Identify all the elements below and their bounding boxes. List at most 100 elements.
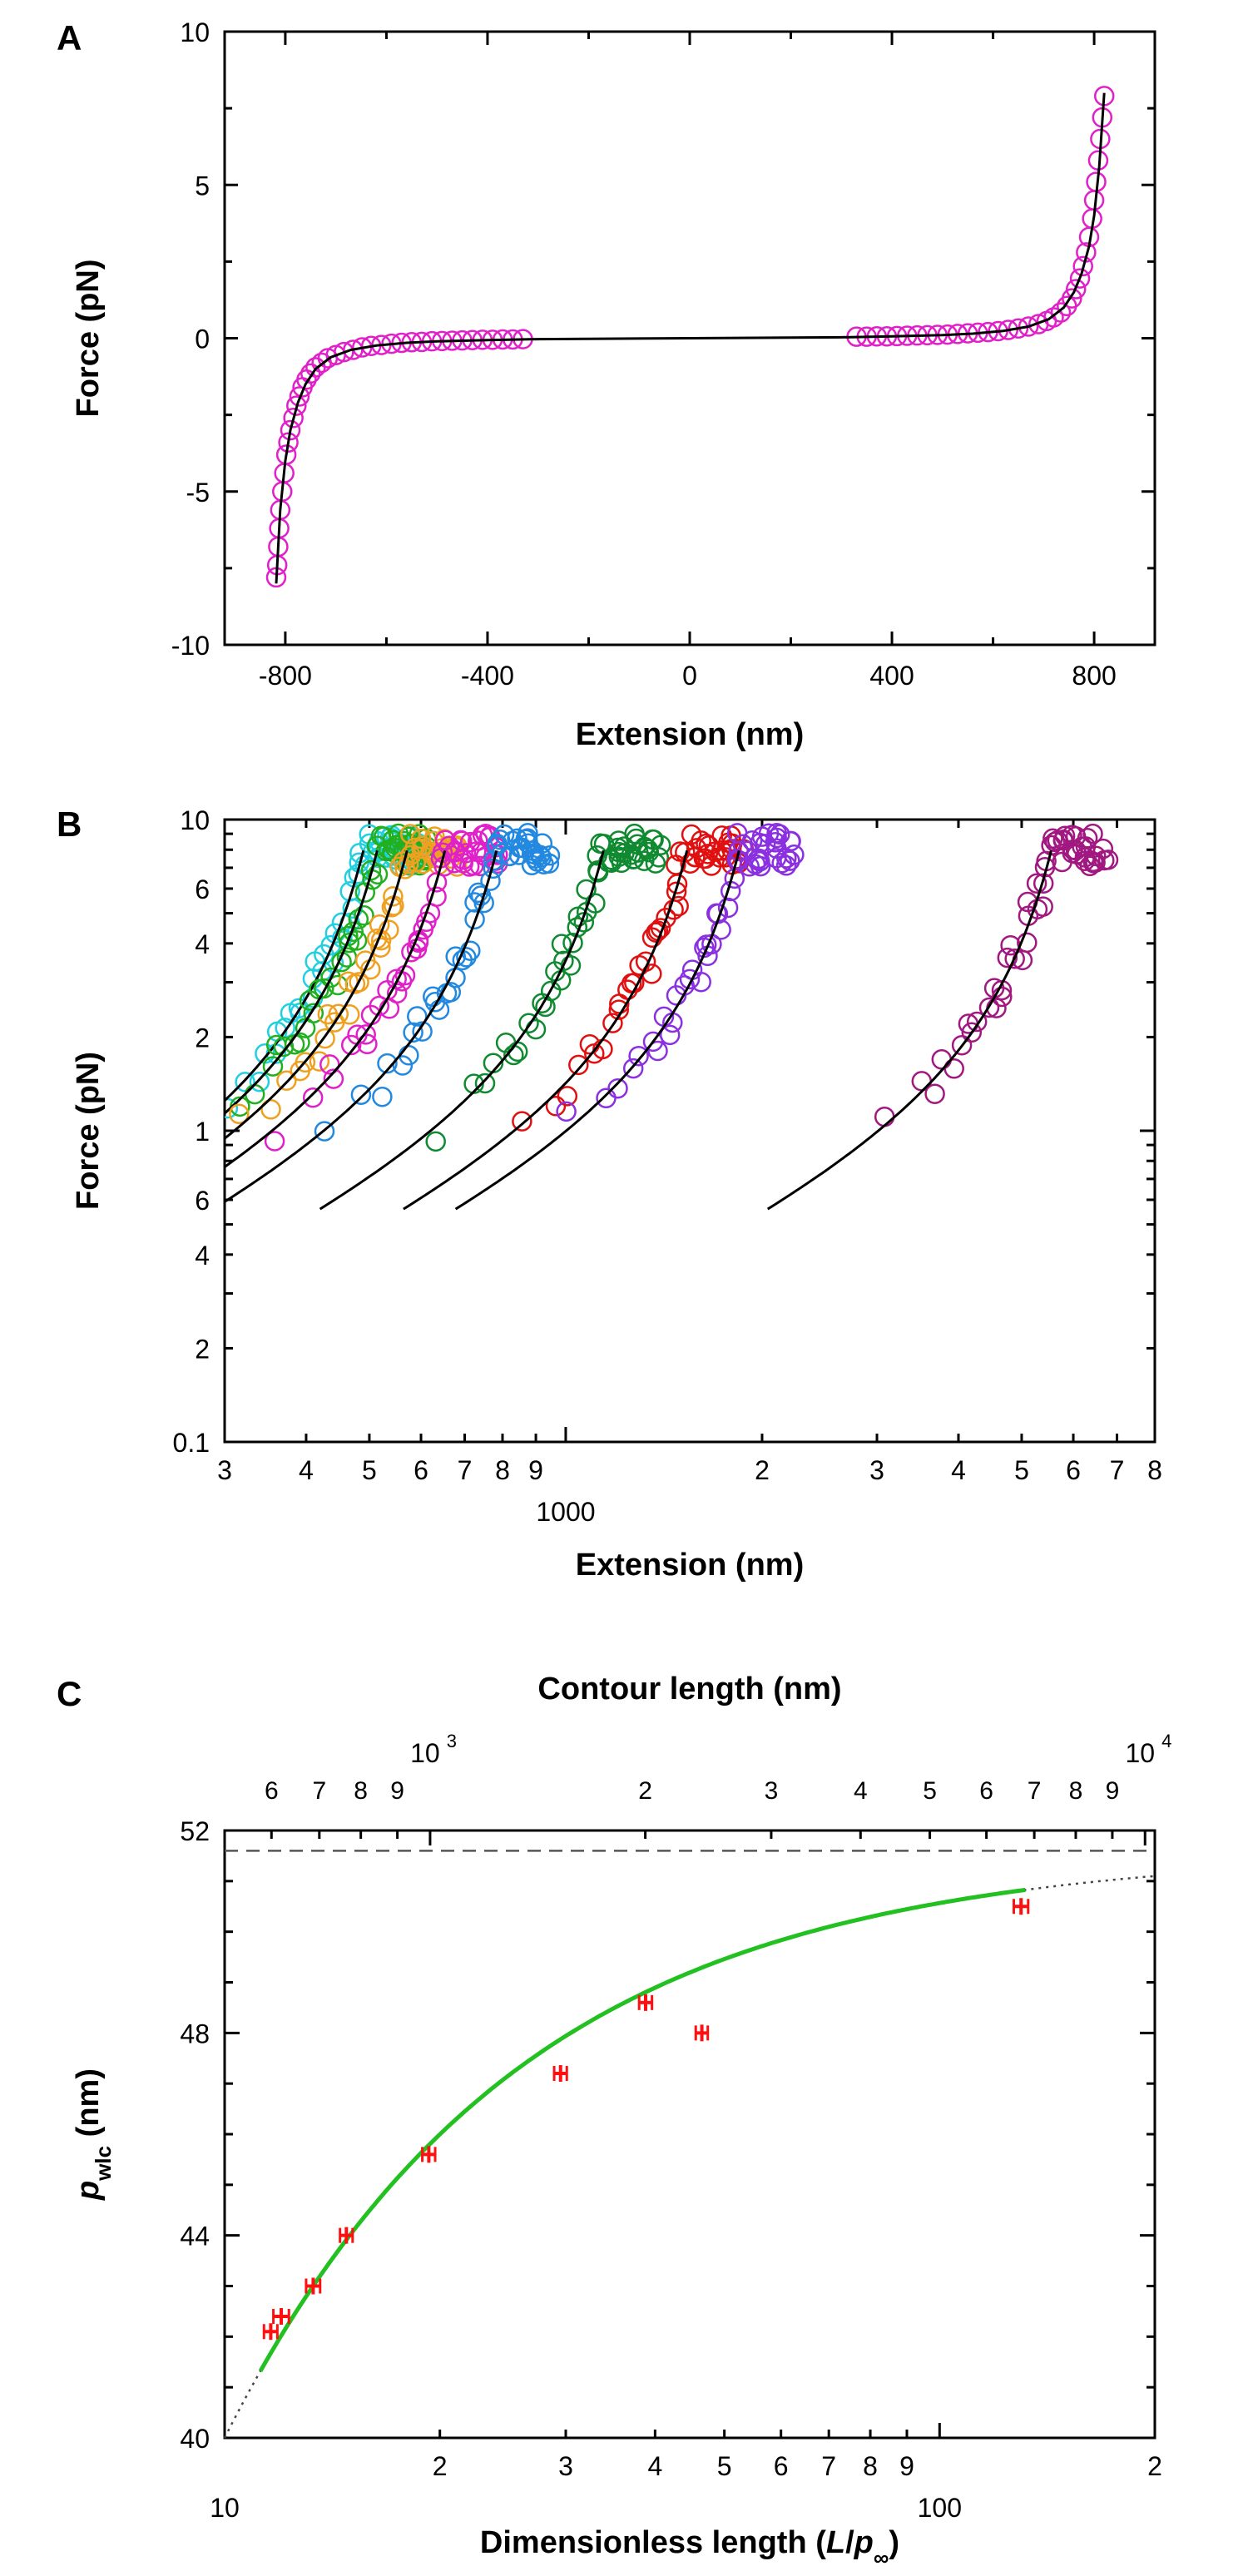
y-tick-label: 4: [195, 929, 210, 959]
top-x-tick-label: 4: [854, 1777, 868, 1805]
data-point: [426, 886, 447, 907]
data-point: [229, 1103, 250, 1125]
top-x-major-exponent: 3: [447, 1731, 457, 1751]
data-point: [1044, 831, 1066, 853]
data-point: [741, 830, 763, 851]
x-tick-label: 8: [1147, 1455, 1162, 1485]
data-point: [666, 874, 688, 894]
data-point: [943, 1058, 964, 1079]
data-point: [557, 1086, 578, 1107]
top-x-major-exponent: 4: [1161, 1731, 1171, 1751]
plot-frame: [223, 1829, 1156, 2440]
x-tick-label: 6: [414, 1455, 428, 1485]
panel-letter-b: B: [57, 805, 82, 844]
fit-extrapolation: [223, 1875, 1155, 2439]
data-point: [650, 835, 671, 855]
data-point: [596, 1087, 617, 1109]
data-point: [354, 905, 374, 926]
y-tick-label: 48: [180, 2019, 210, 2048]
top-x-tick-label: 9: [390, 1777, 404, 1805]
data-point: [924, 1083, 945, 1104]
top-x-tick-label: 7: [312, 1777, 326, 1805]
data-point: [1065, 279, 1087, 300]
data-point: [370, 937, 391, 958]
data-point: [379, 919, 399, 940]
y-tick-label: 40: [180, 2424, 210, 2454]
x-tick-label: 0: [682, 661, 697, 691]
series-blue: [225, 823, 561, 1204]
data-point: [372, 1086, 393, 1107]
data-point: [1004, 949, 1025, 969]
data-point: [1062, 288, 1082, 309]
data-point: [314, 1028, 335, 1049]
x-tick-label: 7: [821, 2451, 836, 2481]
data-point: [585, 893, 606, 914]
x-tick-label: 4: [299, 1455, 314, 1485]
y-tick-label: -10: [171, 631, 210, 661]
data-point: [399, 824, 421, 845]
data-point: [264, 1131, 285, 1152]
top-x-tick-label: 6: [979, 1777, 993, 1805]
fit-line: [403, 850, 689, 1211]
top-x-major-label: 10: [1125, 1738, 1155, 1768]
data-point: [249, 1071, 270, 1092]
y-tick-label: 4: [195, 1241, 210, 1271]
data-point: [698, 835, 720, 856]
data-point: [377, 1053, 398, 1074]
y-tick-label: 1: [195, 1117, 210, 1147]
y-tick-label: 5: [195, 171, 210, 201]
data-point: [317, 1003, 339, 1025]
data-point: [587, 862, 609, 883]
x-tick-label: 4: [647, 2451, 662, 2481]
top-x-major-label: 10: [410, 1738, 440, 1768]
chart-panel-a: 10 5 0 -5 -10 -800 -400 0 400 800 Extension (nm) Fo…: [71, 17, 1156, 752]
x-tick-label: 8: [863, 2451, 878, 2481]
y-tick-label: 2: [195, 1334, 210, 1364]
top-x-tick-label: 3: [765, 1777, 779, 1805]
data-point: [556, 1101, 577, 1122]
data-point: [1008, 318, 1029, 339]
y-tick-label: 0.1: [173, 1428, 210, 1458]
fit-line: [275, 92, 1106, 584]
data-point: [328, 1003, 349, 1025]
data-point: [780, 850, 800, 871]
y-tick-label: 6: [195, 874, 210, 904]
data-point: [512, 1111, 532, 1132]
x-tick-label: 3: [558, 2451, 573, 2481]
data-point: [295, 1052, 316, 1073]
x-tick-label: 7: [458, 1455, 473, 1485]
data-point: [717, 897, 739, 919]
data-point: [992, 986, 1013, 1008]
data-point: [343, 921, 364, 942]
panel-letter-c: C: [57, 1674, 82, 1713]
x-tick-label: 100: [918, 2493, 962, 2523]
data-point: [300, 363, 321, 384]
x-tick-label: 800: [1072, 661, 1116, 691]
y-tick-label: 10: [180, 17, 210, 47]
data-point: [607, 1077, 628, 1099]
fit-line: [454, 850, 740, 1211]
data-point: [538, 853, 560, 874]
fit-line: [225, 850, 379, 1116]
series-darkmagenta: [766, 823, 1119, 1211]
data-point: [961, 1022, 983, 1043]
data-point: [991, 979, 1013, 1001]
data-point: [428, 999, 450, 1020]
fit-line: [766, 850, 1052, 1211]
data-point: [1026, 873, 1047, 894]
data-point: [369, 995, 390, 1017]
y-tick-label: 6: [195, 1186, 210, 1216]
data-point: [262, 1056, 284, 1077]
data-point: [1097, 850, 1119, 870]
data-point: [474, 1073, 496, 1094]
data-point: [331, 951, 352, 973]
top-x-tick-label: 8: [1069, 1777, 1083, 1805]
y-axis-label: Force (pN): [71, 260, 106, 418]
data-point: [355, 1024, 376, 1045]
data-point: [750, 855, 771, 877]
data-point: [460, 940, 481, 961]
x-tick-label: 10: [210, 2493, 240, 2523]
data-point: [518, 1013, 539, 1034]
data-point: [1069, 268, 1091, 289]
